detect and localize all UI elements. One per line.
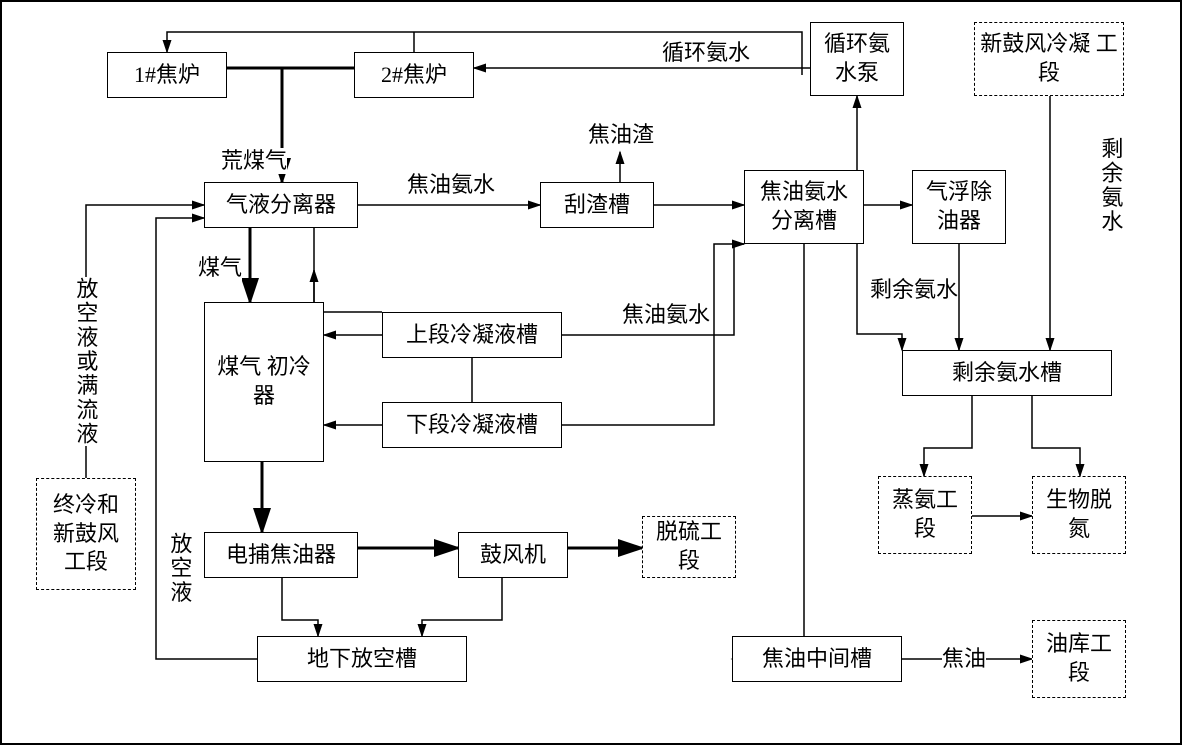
label-rawGas: 荒煤气 — [221, 148, 287, 174]
label-residAmmV: 剩余氨水 — [1097, 137, 1123, 234]
label-drainFull: 放空液或满流液 — [72, 277, 98, 446]
edge — [282, 578, 318, 636]
edge — [422, 578, 502, 636]
node-tarAmmSep: 焦油氨水 分离槽 — [744, 170, 864, 244]
edge — [562, 244, 744, 425]
label-drain: 放空液 — [166, 532, 192, 605]
node-bioDenitro: 生物脱 氮 — [1032, 476, 1126, 554]
node-residAmmTank: 剩余氨水槽 — [902, 350, 1112, 396]
node-airFloat: 气浮除 油器 — [912, 170, 1006, 244]
node-desulfur: 脱硫工 段 — [642, 516, 736, 578]
node-gasPrecool: 煤气 初冷器 — [204, 302, 324, 462]
edge — [1032, 396, 1080, 476]
node-blower: 鼓风机 — [458, 532, 568, 578]
label-tarResidue: 焦油渣 — [588, 122, 654, 148]
node-lowerCond: 下段冷凝液槽 — [382, 402, 562, 448]
node-newBlower: 新鼓风冷凝 工段 — [974, 22, 1124, 96]
node-recircPump: 循环氨 水泵 — [810, 22, 904, 96]
edge — [924, 396, 972, 476]
edge — [314, 228, 382, 312]
label-coalGas: 煤气 — [198, 255, 242, 281]
node-gasLiqSep: 气液分离器 — [204, 182, 358, 228]
node-furnace1: 1#焦炉 — [107, 52, 227, 98]
label-recircAmm: 循环氨水 — [662, 40, 750, 66]
edge — [732, 244, 804, 659]
label-residAmm: 剩余氨水 — [870, 277, 958, 303]
label-tarAmm1: 焦油氨水 — [407, 172, 495, 198]
label-tarOil: 焦油 — [942, 646, 986, 672]
node-ammDistill: 蒸氨工 段 — [878, 476, 972, 554]
label-tarAmm2: 焦油氨水 — [622, 302, 710, 328]
node-oilDepot: 油库工 段 — [1032, 620, 1126, 698]
node-finalCool: 终冷和 新鼓风 工段 — [36, 478, 136, 590]
node-elecTar: 电捕焦油器 — [204, 532, 358, 578]
node-tarMidTank: 焦油中间槽 — [732, 636, 902, 682]
diagram-canvas: 1#焦炉 2#焦炉 循环氨 水泵新鼓风冷凝 工段气液分离器 刮渣槽 焦油氨水 分离槽气浮… — [0, 0, 1182, 745]
node-scrapeTank: 刮渣槽 — [540, 182, 654, 228]
node-underground: 地下放空槽 — [257, 636, 467, 682]
node-furnace2: 2#焦炉 — [354, 52, 474, 98]
edge — [86, 205, 204, 478]
node-upperCond: 上段冷凝液槽 — [382, 312, 562, 358]
